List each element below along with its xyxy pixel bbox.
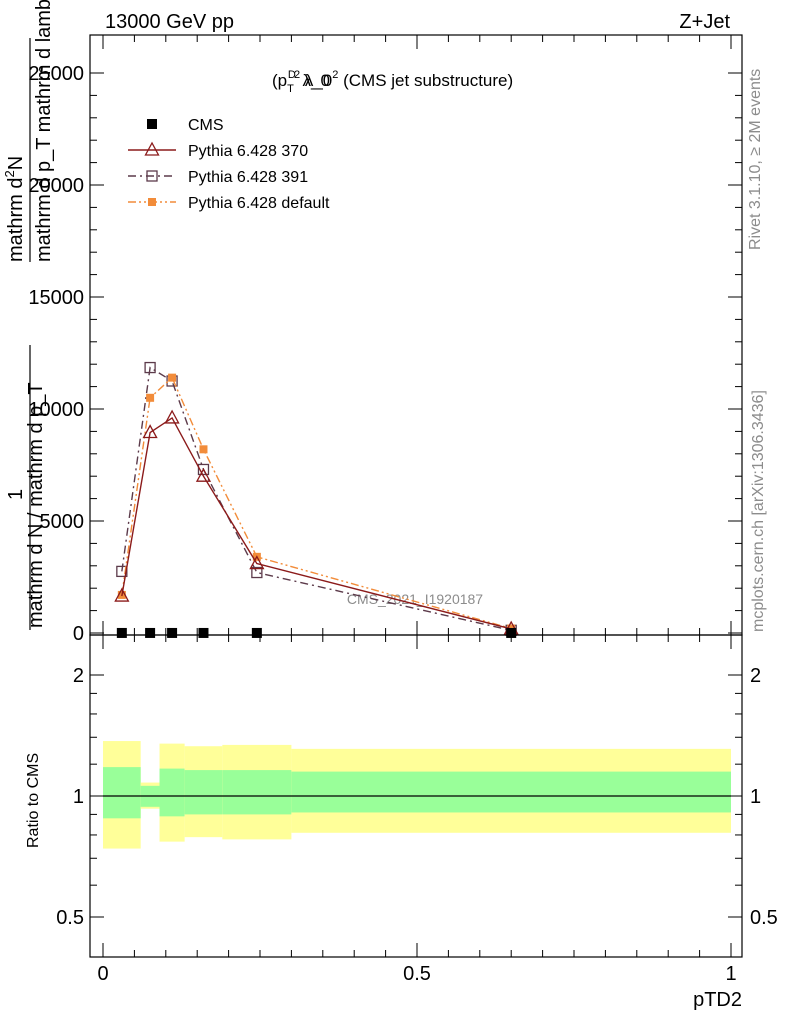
legend-marker (144, 141, 160, 156)
x-axis-label: pTD2 (693, 989, 742, 1011)
ylabel-den: mathrm d p_T mathrm d lambda (33, 0, 55, 262)
ratio-xtick-label: 0.5 (403, 963, 431, 985)
series-point (251, 627, 262, 638)
legend-label: Pythia 6.428 default (188, 195, 330, 212)
ratio-ytick-label: 1 (73, 786, 84, 808)
ratio-band-stat (222, 770, 292, 815)
ylabel-norm-den: mathrm d N / mathrm d p_T (25, 382, 47, 628)
legend-marker (146, 170, 158, 182)
series-point (195, 467, 212, 482)
ratio-ylabel: Ratio to CMS (25, 753, 42, 848)
series-point (116, 565, 128, 578)
header-left: 13000 GeV pp (105, 11, 234, 33)
main-ytick-label: 10000 (28, 399, 84, 421)
ratio-band-stat (184, 770, 223, 815)
series-point (168, 373, 177, 382)
ratio-ytick-label-right: 1 (750, 786, 761, 808)
ylabel-num-top: mathrm d (5, 178, 27, 262)
ratio-bands (103, 741, 731, 849)
series-point (198, 627, 209, 638)
series-line (121, 416, 512, 630)
main-ytick-label: 0 (73, 623, 84, 645)
main-ytick-label: 15000 (28, 287, 84, 309)
ratio-ytick-label: 2 (73, 665, 84, 687)
series-line (121, 376, 512, 630)
series-point (146, 393, 155, 402)
ratio-ytick-label-right: 2 (750, 665, 761, 687)
main-series (114, 361, 519, 638)
legend-marker (148, 198, 156, 206)
series-point (145, 627, 156, 638)
ratio-axes: 0.5 0.5 1 1 2 2 0 0.5 1 (56, 635, 778, 985)
legend-label: Pythia 6.428 370 (188, 143, 308, 160)
plot-title-rest: 2 λ_02 (CMS jet substructure) (294, 69, 513, 90)
ratio-xtick-label: 0 (97, 963, 108, 985)
ratio-band-stat (103, 767, 141, 819)
series-point (251, 566, 263, 579)
ratio-ytick-label-right: 0.5 (750, 907, 778, 929)
legend-marker (147, 119, 157, 129)
series-point (144, 361, 156, 374)
ratio-band-stat (159, 768, 185, 817)
legend: CMS Pythia 6.428 370 Pythia 6.428 391 Pythi… (128, 117, 330, 212)
ratio-band-stat (291, 771, 731, 813)
legend-label: CMS (188, 117, 224, 134)
ylabel-one: 1 (5, 489, 27, 500)
series-point (142, 424, 158, 439)
main-ytick-label: 25000 (28, 63, 84, 85)
plot-title: (pTD λ_0 (272, 69, 330, 95)
series-point (164, 409, 180, 424)
mcplots-label: mcplots.cern.ch [arXiv:1306.3436] (750, 390, 767, 632)
main-ytick-label: 5000 (40, 511, 85, 533)
series-point (249, 555, 265, 570)
series-point (167, 627, 178, 638)
header-right: Z+Jet (679, 11, 730, 33)
series-point (114, 587, 130, 602)
main-axes: 0 5000 10000 15000 20000 25000 (28, 35, 742, 645)
series-point (506, 627, 517, 638)
ratio-xtick-label: 1 (725, 963, 736, 985)
ratio-ytick-label: 0.5 (56, 907, 84, 929)
ylabel-num-sup: 2 (2, 170, 17, 177)
series-point (116, 627, 127, 638)
legend-label: Pythia 6.428 391 (188, 169, 308, 186)
svg-text:mathrm d2N: mathrm d2N (2, 156, 27, 262)
rivet-label: Rivet 3.1.10, ≥ 2M events (747, 69, 764, 250)
series-point (197, 463, 210, 476)
main-ytick-label: 20000 (28, 175, 84, 197)
series-point (199, 445, 208, 454)
main-ylabel: mathrm d2N mathrm d p_T mathrm d lambda … (2, 0, 55, 630)
ylabel-num-N: N (5, 156, 27, 170)
